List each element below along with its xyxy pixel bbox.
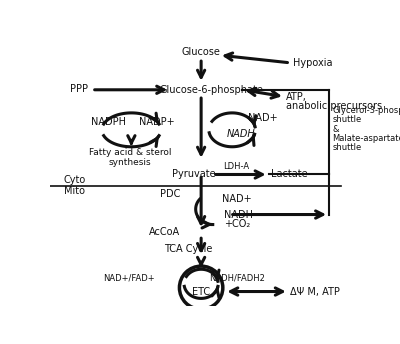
Text: ATP,: ATP, bbox=[286, 92, 307, 102]
Text: Fatty acid & sterol: Fatty acid & sterol bbox=[88, 148, 171, 158]
Text: &: & bbox=[332, 125, 338, 133]
Text: shuttle: shuttle bbox=[332, 143, 361, 152]
Text: Hypoxia: Hypoxia bbox=[292, 58, 332, 68]
Text: NADP+: NADP+ bbox=[139, 117, 175, 127]
Text: NADH: NADH bbox=[227, 129, 256, 139]
Text: shuttle: shuttle bbox=[332, 115, 361, 124]
Text: NADPH: NADPH bbox=[91, 117, 126, 127]
Text: NAD+: NAD+ bbox=[248, 113, 277, 123]
Text: synthesis: synthesis bbox=[108, 158, 151, 167]
Text: PDC: PDC bbox=[160, 189, 180, 199]
Text: Cyto: Cyto bbox=[64, 175, 86, 185]
Text: Glucose-6-phosphate: Glucose-6-phosphate bbox=[159, 85, 263, 95]
Text: LDH-A: LDH-A bbox=[223, 162, 249, 171]
Text: Mito: Mito bbox=[64, 186, 85, 196]
Text: NADH/FADH2: NADH/FADH2 bbox=[209, 273, 265, 282]
Text: Pyruvate: Pyruvate bbox=[172, 170, 215, 180]
Text: NADH: NADH bbox=[224, 209, 253, 219]
Text: NAD+: NAD+ bbox=[222, 194, 252, 204]
Text: TCA Cycle: TCA Cycle bbox=[164, 244, 212, 254]
Text: ΔΨ M, ATP: ΔΨ M, ATP bbox=[290, 287, 340, 297]
Text: NAD+/FAD+: NAD+/FAD+ bbox=[103, 273, 155, 282]
Text: Malate-aspartate: Malate-aspartate bbox=[332, 134, 400, 143]
Text: PPP: PPP bbox=[70, 84, 88, 94]
Text: Glucose: Glucose bbox=[182, 47, 220, 57]
Text: +CO₂: +CO₂ bbox=[224, 219, 251, 229]
Text: anabolic precursors: anabolic precursors bbox=[286, 101, 382, 111]
Text: Glycerol-3-phosphate: Glycerol-3-phosphate bbox=[332, 106, 400, 115]
Text: Lactate: Lactate bbox=[271, 170, 308, 180]
Text: ETC: ETC bbox=[192, 287, 210, 297]
Text: AcCoA: AcCoA bbox=[149, 227, 180, 237]
